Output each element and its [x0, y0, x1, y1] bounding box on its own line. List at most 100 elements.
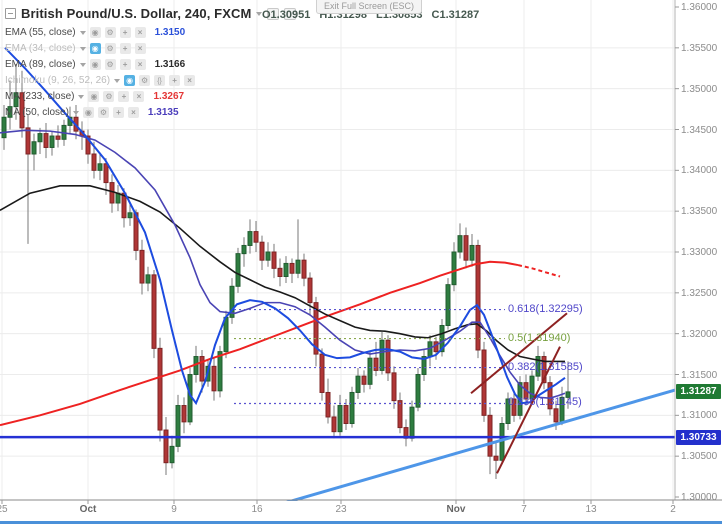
price-axis-label: 1.33000 — [681, 247, 718, 258]
candle-body — [373, 357, 379, 371]
candle-body — [55, 135, 61, 140]
close-icon[interactable] — [127, 107, 139, 118]
time-axis-label: 13 — [585, 504, 597, 515]
candle-body — [361, 375, 367, 385]
candle-body — [199, 356, 205, 382]
candle-body — [139, 249, 145, 284]
candle-body — [511, 398, 517, 416]
symbol-title[interactable]: British Pound/U.S. Dollar, 240, FXCM — [21, 6, 252, 21]
candle-body — [445, 284, 451, 326]
source-code-icon[interactable] — [154, 75, 166, 86]
indicator-row-ema89: EMA (89, close) 1.3166 — [5, 58, 185, 71]
candle-body — [349, 391, 355, 425]
indicator-label[interactable]: EMA (34, close) — [5, 43, 76, 54]
eye-icon[interactable] — [89, 43, 101, 54]
gridlines — [0, 0, 675, 500]
indicator-label[interactable]: EMA (89, close) — [5, 59, 76, 70]
plus-icon[interactable] — [112, 107, 124, 118]
eye-icon[interactable] — [89, 59, 101, 70]
ema-89-line — [0, 185, 565, 363]
dropdown-caret-icon[interactable] — [78, 94, 85, 99]
symbol-header: British Pound/U.S. Dollar, 240, FXCM — [5, 6, 297, 21]
wedge-upper-line[interactable] — [470, 312, 568, 395]
indicator-label[interactable]: MA (233, close) — [5, 91, 75, 102]
symbol-toolbar-icon-2[interactable] — [284, 7, 297, 20]
fib-level-label: 0.382(1.31585) — [508, 360, 583, 373]
candle-body — [493, 455, 499, 461]
dropdown-caret-icon[interactable] — [114, 78, 121, 83]
close-icon[interactable] — [134, 59, 146, 70]
candle-body — [25, 127, 31, 155]
indicator-label[interactable]: MA (50, close) — [5, 107, 69, 118]
symbol-toolbar-icon-1[interactable] — [267, 7, 280, 20]
eye-icon[interactable] — [89, 27, 101, 38]
time-axis-label: 7 — [521, 504, 527, 515]
candle-body — [277, 267, 283, 278]
price-axis-label: 1.32500 — [681, 287, 718, 299]
eye-icon[interactable] — [124, 75, 136, 86]
eye-icon[interactable] — [82, 107, 94, 118]
symbol-dropdown-caret-icon[interactable] — [256, 11, 263, 16]
price-axis-label: 1.35000 — [681, 83, 718, 95]
ma-233-line-projection — [517, 264, 561, 278]
candle-body — [169, 445, 175, 464]
exit-fullscreen-button[interactable]: Exit Full Screen (ESC) — [316, 0, 423, 14]
eye-icon[interactable] — [88, 91, 100, 102]
indicator-label[interactable]: EMA (55, close) — [5, 27, 76, 38]
price-axis-label: 1.34000 — [681, 165, 718, 177]
plus-icon[interactable] — [118, 91, 130, 102]
gear-icon[interactable] — [104, 27, 116, 38]
close-icon[interactable] — [134, 27, 146, 38]
time-axis-label: 2 — [670, 504, 676, 515]
close-icon[interactable] — [134, 43, 146, 54]
indicator-row-ma50: MA (50, close) 1.3135 — [5, 106, 179, 119]
price-axis-label: 1.31000 — [681, 410, 718, 422]
collapse-legend-icon[interactable] — [5, 8, 16, 19]
price-axis-label: 1.35500 — [681, 42, 718, 54]
dropdown-caret-icon[interactable] — [79, 30, 86, 35]
dropdown-caret-icon[interactable] — [79, 62, 86, 67]
gear-icon[interactable] — [97, 107, 109, 118]
dropdown-caret-icon[interactable] — [79, 46, 86, 51]
candle-body — [409, 406, 415, 439]
indicator-label[interactable]: Ichimoku (9, 26, 52, 26) — [5, 75, 111, 86]
candle-body — [541, 356, 547, 384]
candle-body — [7, 106, 13, 118]
ascending-trendline[interactable] — [279, 388, 676, 506]
candle-body — [505, 398, 511, 424]
close-icon[interactable] — [184, 75, 196, 86]
plus-icon[interactable] — [169, 75, 181, 86]
price-axis-label: 1.32000 — [681, 328, 718, 340]
close-icon[interactable] — [133, 91, 145, 102]
candle-body — [451, 251, 457, 286]
gear-icon[interactable] — [103, 91, 115, 102]
candle-body — [157, 347, 163, 431]
candle-body — [217, 351, 223, 392]
plus-icon[interactable] — [119, 59, 131, 70]
plus-icon[interactable] — [119, 43, 131, 54]
gear-icon[interactable] — [104, 59, 116, 70]
indicator-row-ichimoku: Ichimoku (9, 26, 52, 26) — [5, 74, 196, 87]
candle-body — [331, 416, 337, 433]
gear-icon[interactable] — [104, 43, 116, 54]
price-axis-label: 1.31500 — [681, 369, 718, 381]
fib-level-label: 0.236(1.31145) — [508, 396, 582, 409]
candle-body — [241, 244, 247, 255]
candle-body — [391, 372, 397, 402]
candle-body — [19, 92, 25, 129]
dropdown-caret-icon[interactable] — [72, 110, 79, 115]
time-axis-label: Nov — [446, 504, 466, 515]
candle-body — [145, 274, 151, 284]
indicator-value: 1.3267 — [153, 91, 185, 102]
candle-body — [49, 135, 55, 148]
candle-body — [367, 357, 373, 385]
wedge-lower-line[interactable] — [496, 346, 561, 474]
plus-icon[interactable] — [119, 27, 131, 38]
candle-body — [535, 356, 541, 377]
price-axis-label: 1.30500 — [681, 451, 718, 463]
gear-icon[interactable] — [139, 75, 151, 86]
candle-body — [181, 405, 187, 423]
time-axis-label: 16 — [251, 504, 263, 515]
candle-body — [325, 391, 331, 418]
